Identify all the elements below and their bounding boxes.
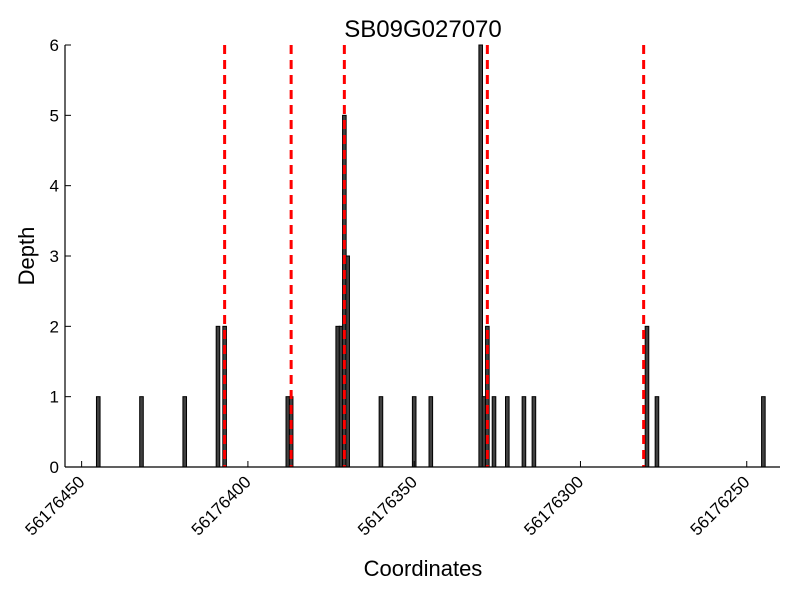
x-tick-label-1: 56176400	[188, 472, 255, 539]
bar-0-17	[491, 396, 497, 468]
axes-group	[64, 45, 780, 468]
y-tick-label-4: 4	[50, 177, 59, 196]
bar-0-21	[644, 325, 650, 468]
bar-0-22	[654, 396, 660, 468]
bars-group	[95, 44, 766, 468]
chart-title: SB09G027070	[344, 16, 501, 43]
x-tick-label-0: 56176450	[22, 472, 89, 539]
bar-0-12	[411, 396, 417, 468]
y-axis-label: Depth	[14, 227, 39, 286]
bar-0-10	[345, 255, 350, 468]
x-tick-label-2: 56176350	[354, 472, 421, 539]
bar-0-13	[428, 396, 434, 468]
y-tick-label-5: 5	[50, 106, 59, 125]
x-tick-label-4: 56176250	[687, 472, 754, 539]
bar-0-23	[761, 396, 766, 468]
bar-0-11	[378, 396, 384, 468]
bar-0-18	[505, 396, 510, 468]
y-tick-label-2: 2	[50, 317, 59, 336]
y-tick-label-3: 3	[50, 247, 59, 266]
y-tick-label-1: 1	[50, 388, 59, 407]
bar-0-1	[139, 396, 144, 468]
bar-0-20	[531, 396, 537, 468]
bar-0-3	[215, 325, 221, 468]
marker-lines-group	[223, 45, 646, 467]
y-tick-label-6: 6	[50, 36, 59, 55]
bar-0-0	[95, 396, 101, 468]
bar-0-2	[182, 396, 188, 468]
x-axis-label: Coordinates	[364, 556, 483, 581]
bar-0-19	[521, 396, 527, 468]
y-tick-label-0: 0	[50, 458, 59, 477]
x-ticks-group: 56176450 56176400 56176350 56176300 56176250	[22, 461, 754, 539]
x-tick-label-3: 56176300	[520, 472, 587, 539]
y-ticks-group: 0 1 2 3 4 5 6	[50, 36, 71, 477]
